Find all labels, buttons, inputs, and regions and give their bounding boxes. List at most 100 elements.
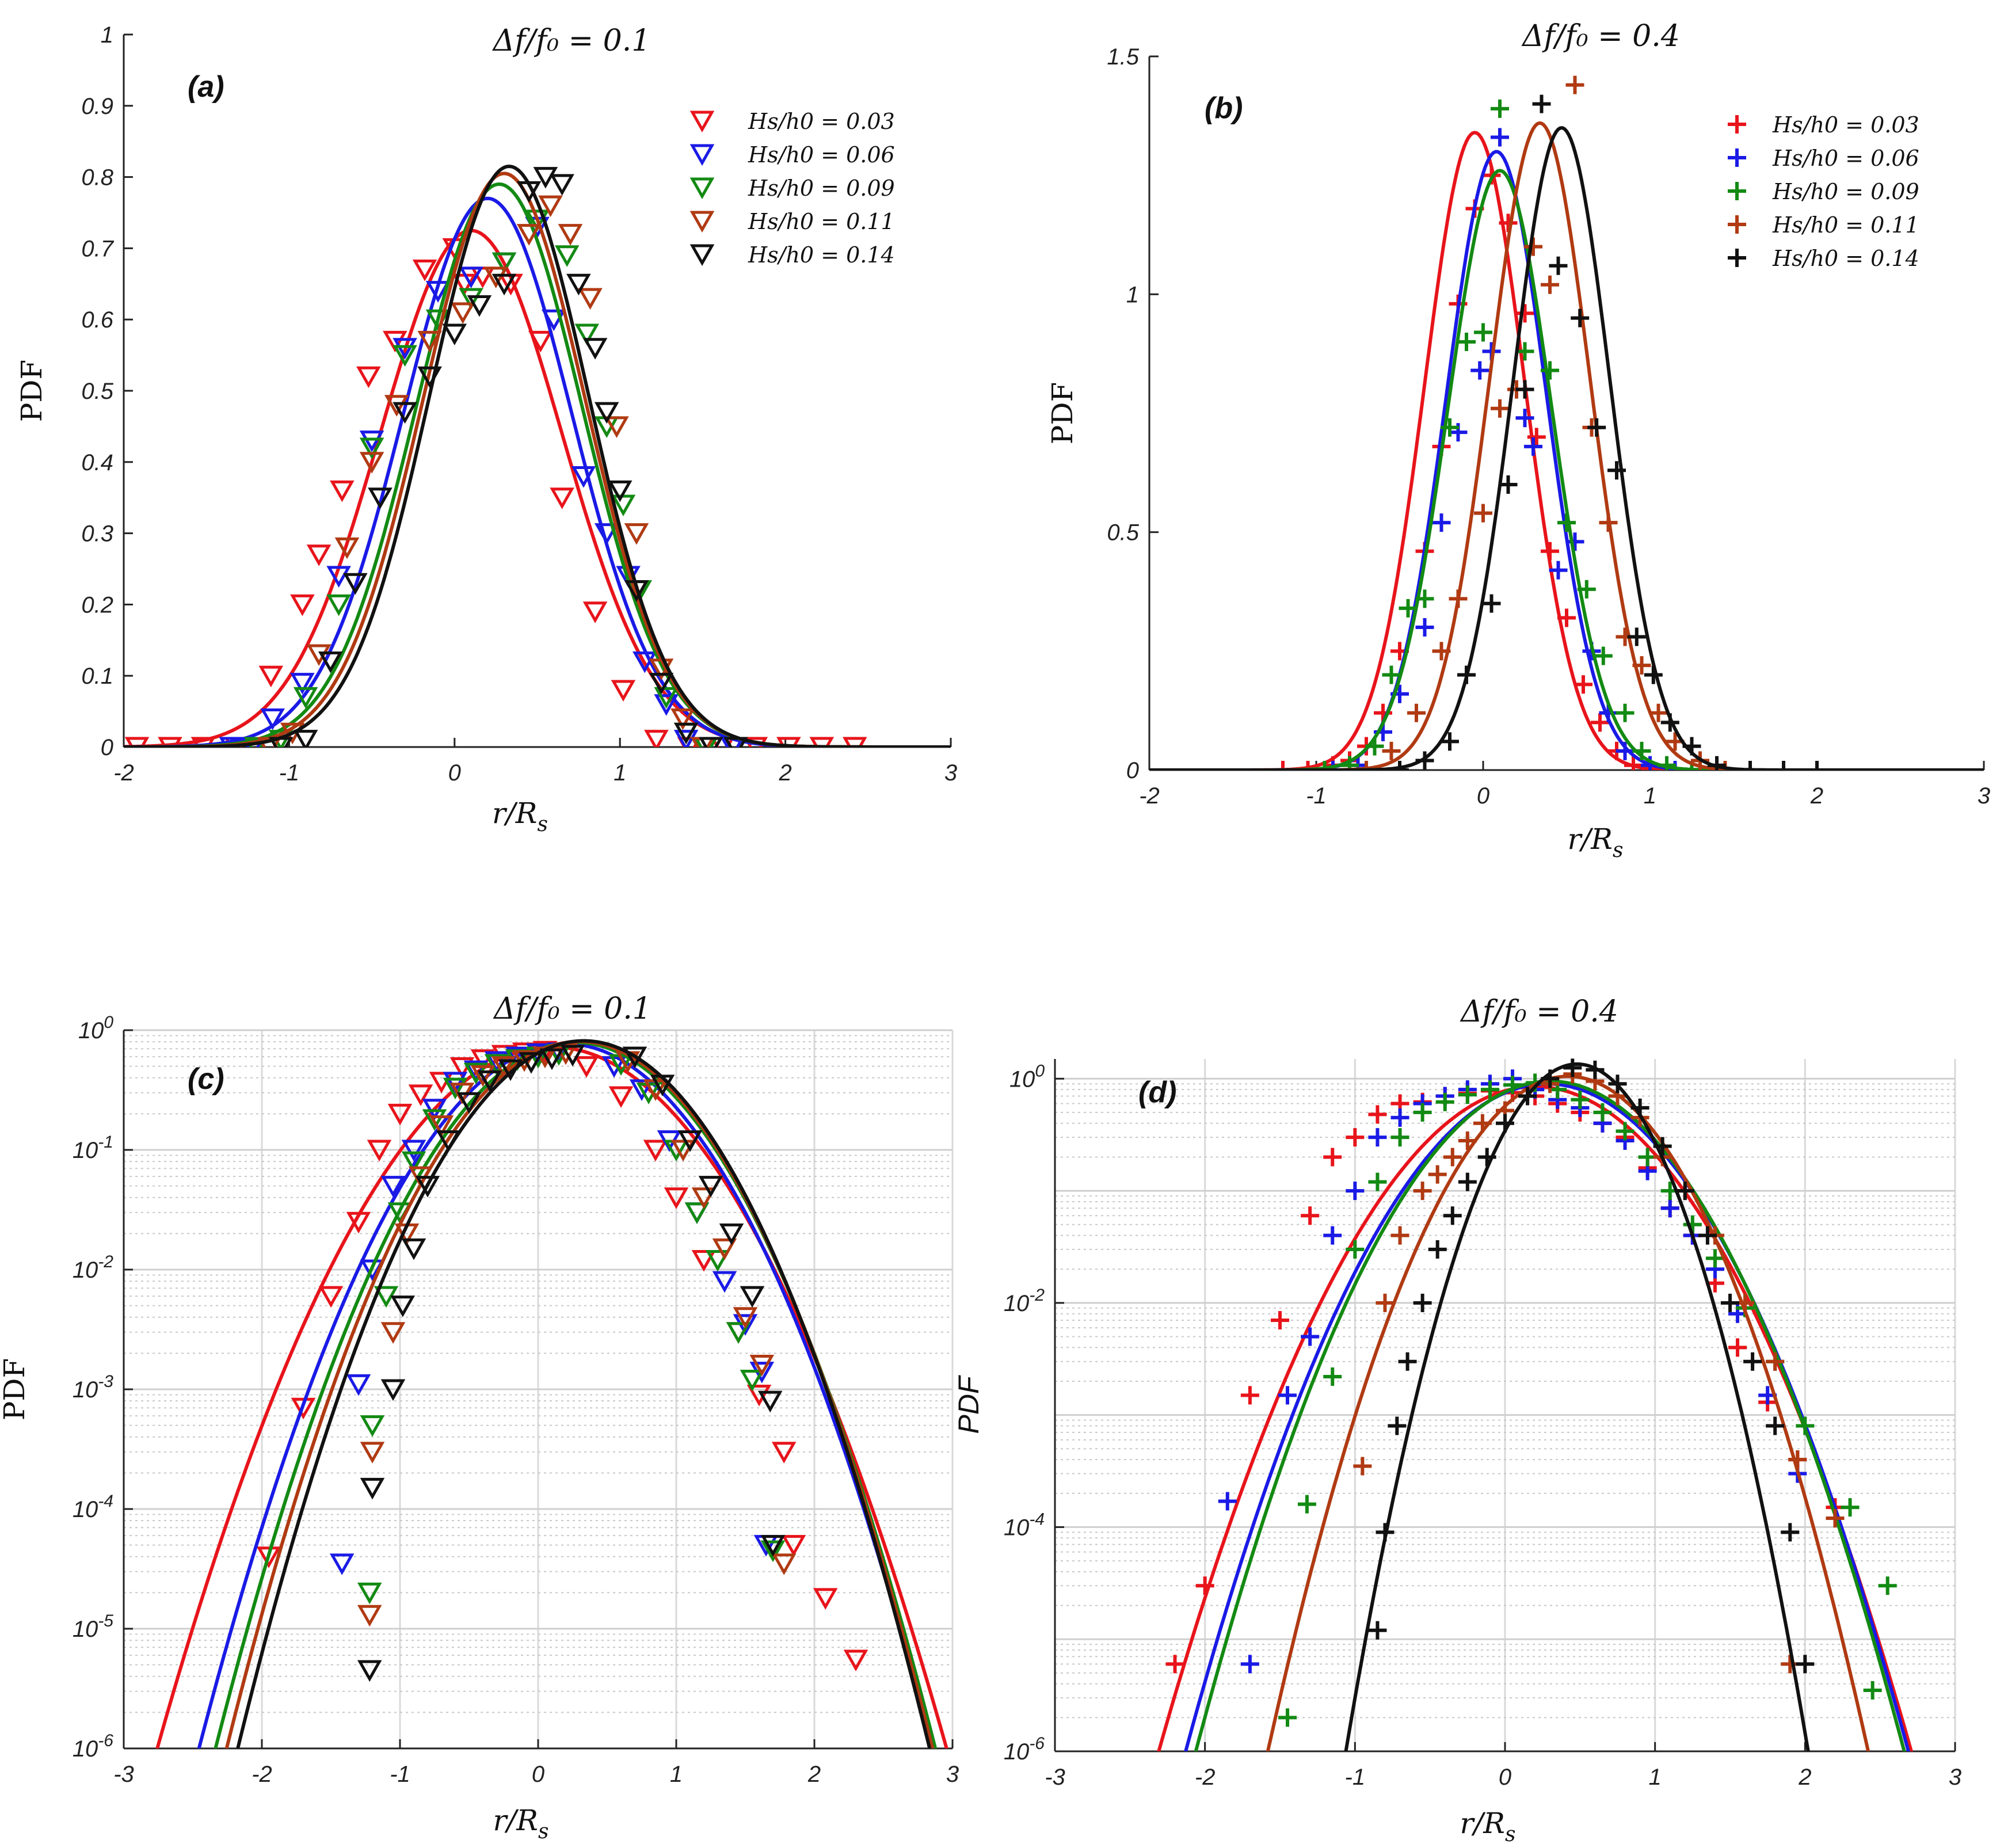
data-point [538,195,563,218]
data-point [1323,1367,1342,1386]
data-point [1658,756,1676,770]
x-tick-label: 0 [448,760,461,786]
data-point [380,1322,406,1344]
data-point [1571,1090,1590,1109]
data-point [1413,1182,1432,1201]
data-point [290,673,315,695]
data-point [746,1385,772,1407]
data-point [393,402,417,424]
data-point [387,1103,413,1126]
data-point [654,687,679,709]
data-point [1195,1576,1214,1595]
data-point [1323,1148,1342,1167]
data-point [1301,1206,1320,1225]
data-point [1473,1114,1492,1133]
data-point [649,673,674,695]
data-point [1698,1226,1717,1245]
data-point [401,1238,426,1260]
data-point [1653,1137,1672,1156]
data-point [1496,1114,1514,1133]
data-point [1721,1293,1739,1312]
data-point [582,601,608,623]
data-point [456,1092,482,1114]
data-point [318,651,343,673]
data-point [607,480,633,502]
data-point [380,1379,406,1401]
data-point [1353,1457,1372,1476]
data-point [260,708,285,730]
data-point [1541,542,1559,561]
data-point [554,245,580,267]
data-point [1524,437,1542,456]
y-tick-label: 1.5 [1107,44,1139,70]
data-point [516,224,542,246]
data-point [1587,418,1606,437]
data-point [733,1307,758,1329]
fit-curve [124,165,951,747]
data-point [219,737,244,747]
data-point [1298,761,1317,770]
data-point [1346,1128,1365,1147]
data-point [329,1553,355,1575]
data-point [1398,1352,1417,1371]
x-tick-label: -2 [252,1762,272,1787]
data-point [1441,732,1459,751]
legend-marker [1728,115,1746,134]
data-point [691,1187,717,1209]
data-point [390,1295,416,1317]
data-point [1382,741,1401,760]
data-point [393,338,417,360]
y-tick-label: 100 [78,1013,114,1043]
data-point [357,1660,382,1682]
panel-c: -3 -2 -1 0 1 2 3 10-6 10-5 10-4 10-3 10-2 10-1 100 Δf/… [0,992,959,1843]
legend-label: Hs/h0 = 0.11 [748,209,895,234]
data-point [757,1390,783,1413]
legend-marker [1728,249,1746,267]
data-point [843,1649,868,1672]
data-point [1458,1172,1477,1191]
data-point [670,708,695,730]
data-point [1365,737,1384,756]
data-point [293,687,318,709]
x-tick-label: -2 [113,760,134,786]
data-point [1515,304,1534,323]
legend-marker [1728,182,1746,200]
data-point [622,1046,647,1069]
plot-area [155,1039,948,1748]
y-tick-label: 0.8 [81,165,113,190]
data-point [1388,1416,1407,1435]
data-point [1458,1085,1477,1104]
data-point [1390,761,1409,770]
x-tick-label: 1 [670,1762,683,1787]
x-axis-label: r/Rs [493,1804,549,1843]
data-point [330,480,355,502]
data-point [1390,1128,1409,1147]
data-point [608,1086,634,1108]
data-point [459,266,483,288]
data-point [601,1056,627,1078]
data-point [243,737,269,747]
data-point [578,288,603,310]
data-point [1741,761,1759,770]
chart-title: Δf/f₀ = 0.4 [1460,995,1618,1029]
data-point [1240,1655,1259,1674]
data-point [1415,589,1434,608]
data-point [726,1322,751,1344]
data-point [1586,1060,1605,1079]
data-point [346,1374,371,1396]
fit-curve [1149,121,1984,770]
data-point [1766,1416,1785,1435]
data-point [525,209,550,231]
series-3 [124,182,951,747]
y-tick-label: 10-4 [73,1492,113,1522]
data-point [334,537,360,559]
panel-label: (d) [1138,1076,1176,1109]
data-point [401,1140,426,1162]
data-point [1616,703,1635,722]
legend-marker [1728,215,1746,234]
data-point [343,573,368,595]
y-tick-label: 10-6 [73,1731,113,1762]
data-point [528,330,553,353]
data-point [1682,737,1701,756]
data-point [1577,580,1596,599]
